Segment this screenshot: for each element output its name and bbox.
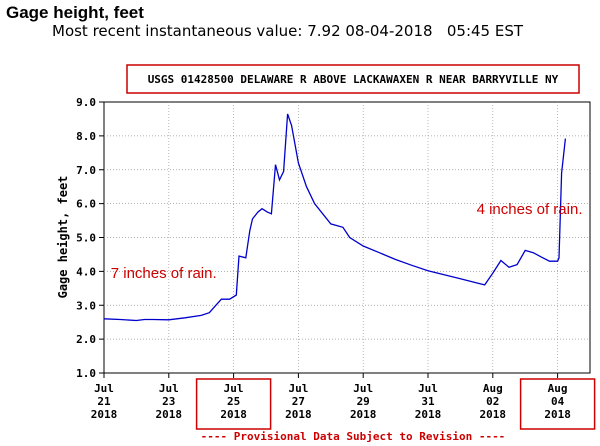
x-tick-label: 2018: [350, 408, 377, 421]
x-tick-label: 2018: [285, 408, 312, 421]
x-tick-label: 23: [162, 395, 175, 408]
x-tick-label: 2018: [156, 408, 183, 421]
x-tick-highlight-box: [195, 378, 272, 430]
x-tick-label: 29: [357, 395, 370, 408]
x-tick-label: Jul: [224, 382, 244, 395]
y-tick-label: 5.0: [76, 232, 96, 245]
rain-annotation: 4 inches of rain.: [477, 201, 583, 218]
y-tick-label: 7.0: [76, 164, 96, 177]
station-label-box: [126, 64, 580, 94]
x-tick-label: 25: [227, 395, 240, 408]
x-tick-label: Jul: [353, 382, 373, 395]
x-tick-label: 2018: [480, 408, 507, 421]
latest-value-text: Most recent instantaneous value: 7.92 08…: [52, 22, 524, 40]
rain-annotation: 7 inches of rain.: [111, 265, 217, 282]
x-tick-label: Aug: [483, 382, 503, 395]
station-label: USGS 01428500 DELAWARE R ABOVE LACKAWAXE…: [148, 73, 559, 86]
series-line: [103, 113, 567, 322]
x-tick-label: Aug: [548, 382, 568, 395]
x-tick-label: Jul: [288, 382, 308, 395]
x-tick-highlight-box: [519, 378, 596, 430]
x-tick-label: 2018: [544, 408, 571, 421]
x-tick-label: Jul: [418, 382, 438, 395]
y-tick-label: 3.0: [76, 299, 96, 312]
x-tick-label: 2018: [415, 408, 442, 421]
y-tick-label: 1.0: [76, 367, 96, 380]
page-title: Gage height, feet: [6, 3, 144, 22]
provisional-footer: ---- Provisional Data Subject to Revisio…: [201, 430, 506, 443]
y-tick-label: 2.0: [76, 333, 96, 346]
x-tick-label: 04: [551, 395, 565, 408]
x-tick-label: 31: [421, 395, 435, 408]
x-tick-label: 2018: [220, 408, 247, 421]
x-tick-label: 27: [292, 395, 305, 408]
y-tick-label: 6.0: [76, 198, 96, 211]
x-tick-label: Jul: [159, 382, 179, 395]
x-tick-label: Jul: [94, 382, 114, 395]
y-tick-label: 8.0: [76, 130, 96, 143]
x-tick-label: 02: [486, 395, 499, 408]
y-axis-label: Gage height, feet: [56, 176, 70, 299]
y-tick-label: 4.0: [76, 265, 96, 278]
y-tick-label: 9.0: [76, 96, 96, 109]
x-tick-label: 2018: [91, 408, 118, 421]
x-tick-label: 21: [97, 395, 111, 408]
